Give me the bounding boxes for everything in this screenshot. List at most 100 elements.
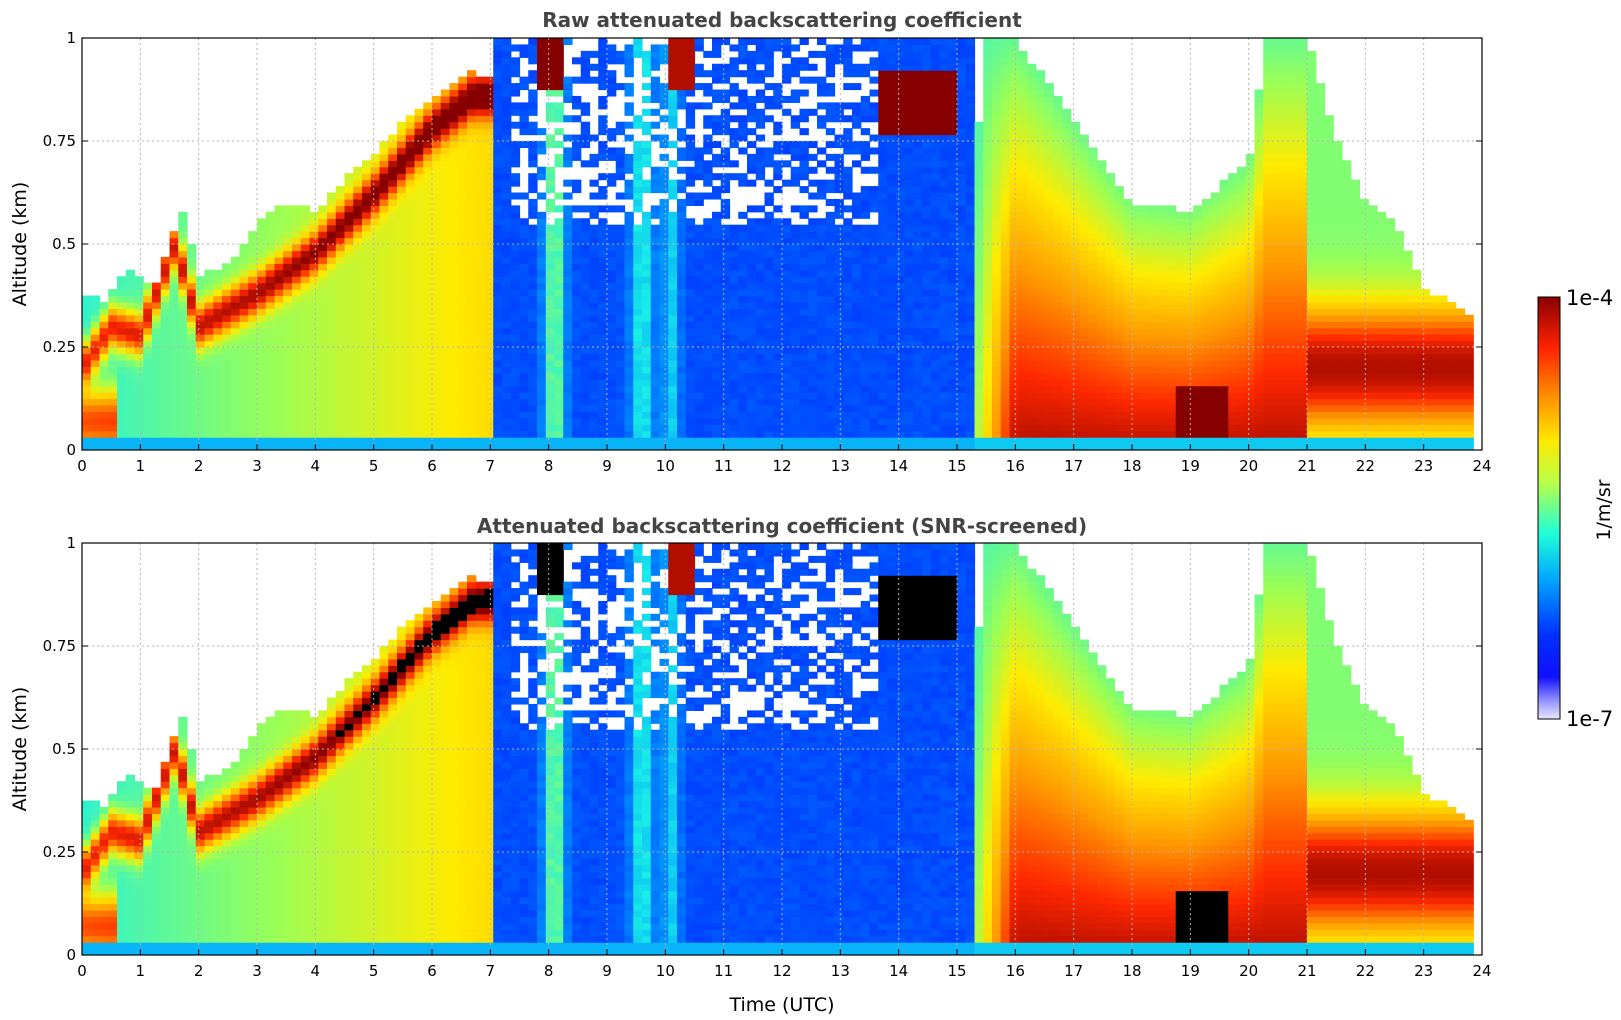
heatmap-cell — [493, 95, 503, 103]
heatmap-cell — [292, 224, 302, 232]
heatmap-cell — [887, 70, 897, 78]
heatmap-cell — [397, 231, 407, 239]
heatmap-cell — [563, 366, 573, 374]
heatmap-cell — [169, 392, 179, 400]
heatmap-cell — [965, 443, 976, 450]
heatmap-cell — [475, 417, 486, 425]
heatmap-cell — [248, 385, 258, 393]
heatmap-cell — [362, 166, 372, 174]
heatmap-cell — [922, 321, 932, 329]
heatmap-cell — [720, 160, 731, 168]
heatmap-cell — [799, 424, 809, 432]
heatmap-cell — [432, 347, 442, 355]
heatmap-cell — [852, 398, 862, 406]
heatmap-cell — [624, 437, 634, 445]
heatmap-cell — [825, 108, 836, 116]
heatmap-cell — [222, 282, 232, 290]
heatmap-cell — [948, 301, 958, 309]
heatmap-cell — [957, 295, 967, 303]
heatmap-cell — [930, 295, 941, 303]
heatmap-cell — [939, 269, 949, 277]
heatmap-cell — [624, 89, 634, 97]
heatmap-cell — [537, 166, 547, 174]
heatmap-cell — [414, 340, 424, 348]
heatmap-cell — [292, 301, 302, 309]
heatmap-cell — [283, 392, 293, 400]
heatmap-cell — [335, 192, 346, 200]
heatmap-cell — [318, 282, 328, 290]
heatmap-cell — [615, 289, 626, 297]
heatmap-cell — [887, 244, 897, 252]
heatmap-cell — [99, 392, 109, 400]
heatmap-cell — [677, 83, 687, 91]
heatmap-cell — [904, 282, 914, 290]
heatmap-cell — [484, 83, 494, 91]
heatmap-cell — [904, 218, 914, 226]
heatmap-cell — [405, 134, 416, 142]
heatmap-cell — [510, 392, 521, 400]
heatmap-cell — [983, 411, 993, 419]
heatmap-cell — [747, 443, 757, 450]
heatmap-cell — [939, 321, 949, 329]
heatmap-cell — [939, 211, 949, 219]
heatmap-cell — [913, 398, 923, 406]
heatmap-cell — [764, 379, 774, 387]
heatmap-cell — [808, 359, 818, 367]
heatmap-cell — [449, 282, 459, 290]
heatmap-cell — [948, 160, 958, 168]
heatmap-cell — [747, 70, 757, 78]
heatmap-cell — [510, 63, 521, 71]
heatmap-cell — [449, 430, 459, 438]
heatmap-cell — [397, 282, 407, 290]
heatmap-cell — [554, 282, 564, 290]
heatmap-cell — [913, 153, 923, 161]
heatmap-cell — [720, 430, 731, 438]
heatmap-cell — [222, 340, 232, 348]
heatmap-cell — [642, 289, 652, 297]
heatmap-cell — [309, 437, 319, 445]
heatmap-cell — [677, 289, 687, 297]
heatmap-cell — [650, 308, 661, 316]
heatmap-cell — [965, 173, 976, 181]
heatmap-cell — [860, 128, 871, 136]
heatmap-cell — [808, 166, 818, 174]
heatmap-cell — [773, 282, 783, 290]
heatmap-cell — [965, 295, 976, 303]
heatmap-cell — [405, 160, 416, 168]
heatmap-cell — [335, 437, 346, 445]
heatmap-cell — [458, 404, 468, 412]
heatmap-cell — [160, 359, 171, 367]
heatmap-cell — [292, 289, 302, 297]
heatmap-cell — [878, 70, 888, 78]
heatmap-cell — [213, 340, 223, 348]
heatmap-cell — [712, 224, 722, 232]
heatmap-cell — [624, 70, 634, 78]
heatmap-cell — [939, 366, 949, 374]
heatmap-cell — [825, 340, 836, 348]
heatmap-cell — [615, 173, 626, 181]
heatmap-cell — [773, 443, 783, 450]
heatmap-cell — [825, 392, 836, 400]
heatmap-cell — [449, 424, 459, 432]
heatmap-cell — [904, 437, 914, 445]
heatmap-cell — [878, 128, 888, 136]
heatmap-cell — [624, 44, 634, 52]
heatmap-cell — [694, 198, 704, 206]
heatmap-cell — [493, 256, 503, 264]
heatmap-cell — [773, 372, 783, 380]
heatmap-cell — [790, 121, 801, 129]
heatmap-cell — [720, 231, 731, 239]
heatmap-cell — [222, 347, 232, 355]
heatmap-cell — [694, 237, 704, 245]
heatmap-cell — [843, 327, 853, 335]
heatmap-cell — [563, 289, 573, 297]
heatmap-cell — [143, 366, 153, 374]
heatmap-cell — [537, 282, 547, 290]
heatmap-cell — [580, 76, 591, 84]
heatmap-cell — [843, 404, 853, 412]
heatmap-cell — [913, 44, 923, 52]
heatmap-cell — [913, 160, 923, 168]
heatmap-cell — [965, 192, 976, 200]
heatmap-cell — [598, 50, 608, 58]
heatmap-cell — [677, 134, 687, 142]
